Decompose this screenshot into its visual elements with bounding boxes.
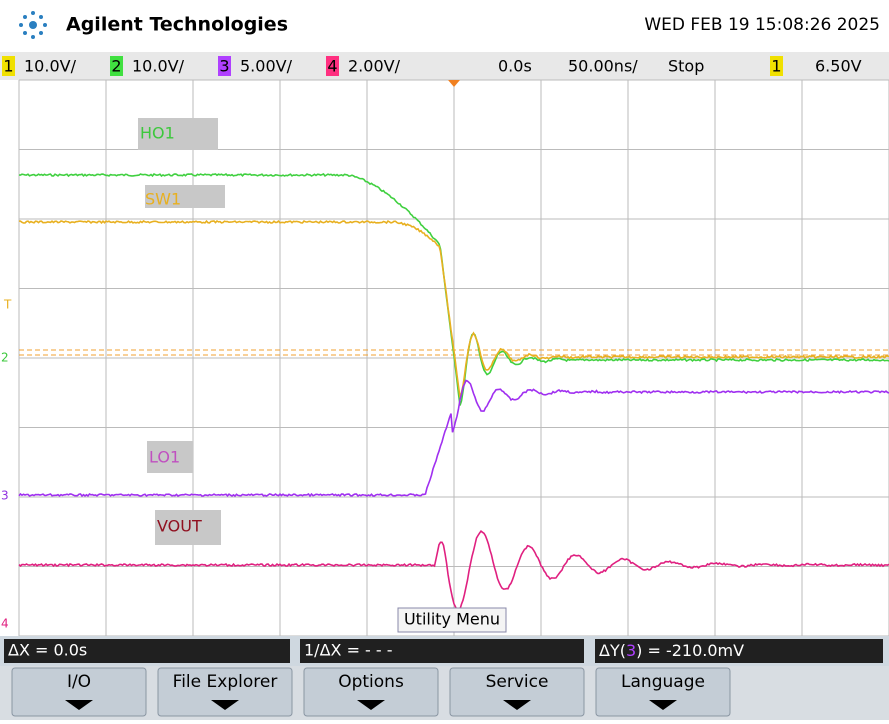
channel-number[interactable]: 4 (327, 57, 337, 76)
trigger-level: 6.50V (815, 57, 862, 76)
softkey[interactable] (449, 667, 585, 717)
time-reference: 0.0s (498, 57, 532, 76)
channel-number[interactable]: 1 (3, 57, 13, 76)
logo (19, 11, 47, 39)
softkey[interactable] (303, 667, 439, 717)
waveform-label: HO1 (140, 124, 175, 143)
waveform-label: SW1 (145, 190, 181, 209)
softkey-arrow[interactable] (357, 700, 385, 710)
brand: Agilent Technologies (66, 14, 288, 36)
measurement-part: ΔY( (599, 641, 626, 660)
softkey-label[interactable]: Service (486, 672, 549, 692)
channel-scale[interactable]: 10.0V/ (132, 57, 185, 76)
marker: 3 (1, 489, 9, 503)
channel-badge[interactable] (326, 56, 339, 76)
marker: T (3, 298, 12, 312)
label-box (155, 510, 221, 545)
trigger-position (448, 80, 460, 87)
measurement: 1/ΔX = - - - (304, 641, 393, 660)
channel-scale[interactable]: 5.00V/ (240, 57, 293, 76)
softkey[interactable] (11, 667, 147, 717)
softkey-arrow[interactable] (211, 700, 239, 710)
label-box (147, 441, 193, 473)
measurement-box (4, 639, 290, 663)
softkey-label[interactable]: File Explorer (173, 672, 278, 692)
header (0, 0, 889, 50)
channel-scale[interactable]: 2.00V/ (348, 57, 401, 76)
softkey[interactable] (595, 667, 731, 717)
softkey-label[interactable]: Options (338, 672, 404, 692)
softkey[interactable] (157, 667, 293, 717)
channel-badge[interactable] (2, 56, 15, 76)
waveform-label: LO1 (149, 448, 180, 467)
channel-number[interactable]: 3 (219, 57, 229, 76)
channel-badge[interactable] (110, 56, 123, 76)
timebase: 50.00ns/ (568, 57, 638, 76)
channel-number[interactable]: 2 (111, 57, 121, 76)
softkey-bar (0, 666, 889, 720)
trigger-badge (770, 56, 783, 76)
softkey-arrow[interactable] (65, 700, 93, 710)
marker: 4 (1, 617, 9, 631)
label-box (145, 185, 225, 208)
popup-text: Utility Menu (404, 610, 500, 629)
channel-badge[interactable] (218, 56, 231, 76)
status-bar (0, 52, 889, 80)
datetime: WED FEB 19 15:08:26 2025 (644, 15, 880, 35)
label-box (138, 118, 218, 150)
measurement: ΔX = 0.0s (8, 641, 87, 660)
waveform (18, 379, 889, 498)
softkey-arrow[interactable] (503, 700, 531, 710)
measurement-box (595, 639, 883, 663)
measurement-box (300, 639, 584, 663)
measurement: ΔY(3) = -210.0mV (599, 641, 744, 660)
trigger-source: 1 (771, 57, 781, 76)
waveform (18, 529, 889, 612)
waveform-label: VOUT (157, 517, 202, 536)
measurement-part: ) = -210.0mV (636, 641, 744, 660)
measurement-channel: 3 (626, 641, 636, 660)
waveform (18, 219, 889, 398)
popup (397, 607, 507, 633)
softkey-arrow[interactable] (649, 700, 677, 710)
run-state: Stop (668, 57, 704, 76)
softkey-label[interactable]: I/O (67, 672, 91, 692)
softkey-label[interactable]: Language (621, 672, 705, 692)
marker: 2 (1, 351, 9, 365)
channel-scale[interactable]: 10.0V/ (24, 57, 77, 76)
